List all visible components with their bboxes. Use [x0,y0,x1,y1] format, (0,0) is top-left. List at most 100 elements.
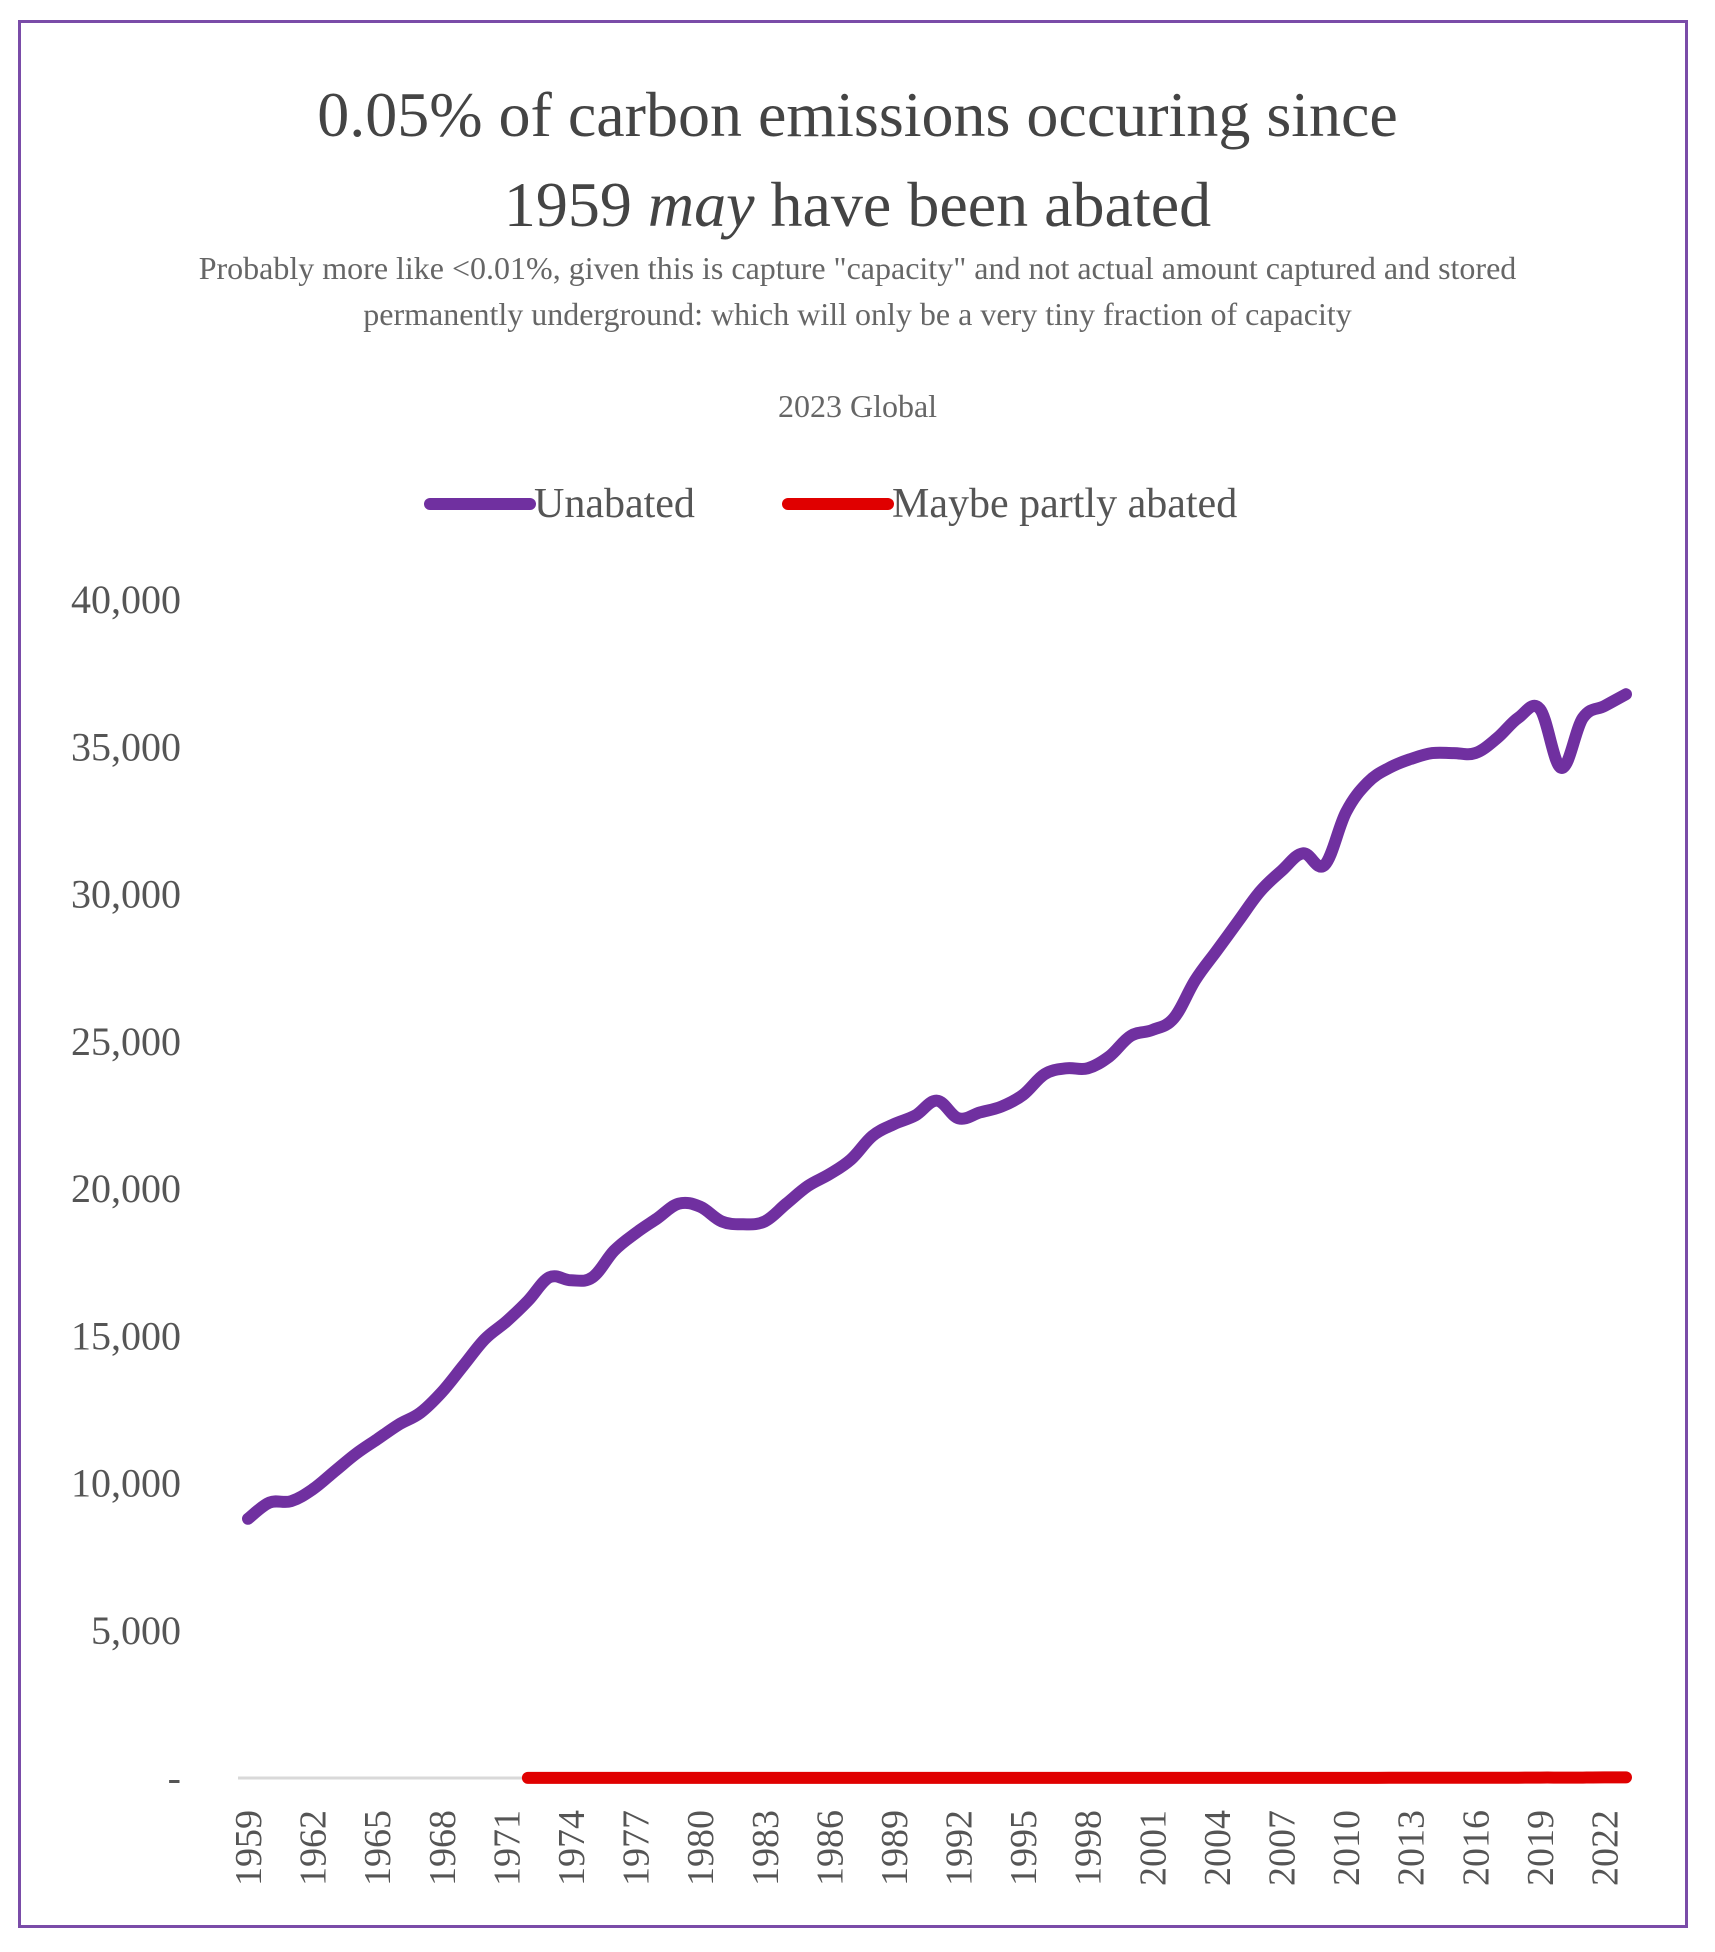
chart-title: 0.05% of carbon emissions occuring since… [0,70,1715,250]
data-point [1044,1777,1045,1778]
data-point [915,1115,916,1116]
y-tick-label: 15,000 [71,1313,181,1358]
data-point [1216,950,1217,951]
x-tick-label: 1989 [874,1810,916,1886]
x-tick-label: 1959 [228,1810,270,1886]
data-point [291,1501,292,1502]
data-point [441,1392,442,1393]
data-point [463,1365,464,1366]
y-tick-label: 5,000 [91,1608,181,1653]
data-point [1539,709,1540,710]
data-point [721,1777,722,1778]
x-tick-label: 1980 [680,1810,722,1886]
data-point [958,1118,959,1119]
legend-label: Maybe partly abated [892,481,1237,527]
x-tick-label: 2016 [1455,1810,1497,1886]
data-point [1604,1777,1605,1778]
chart-series [242,688,1632,1784]
x-tick-label: 2004 [1197,1810,1239,1886]
data-point [355,1454,356,1455]
x-tick-label: 1995 [1003,1810,1045,1886]
data-point [678,1777,679,1778]
data-point [1561,767,1562,768]
legend-label: Unabated [534,481,695,527]
data-point [700,1206,701,1207]
data-point [1216,1777,1217,1778]
data-point [527,1777,528,1778]
data-point [1346,812,1347,813]
data-point [1389,767,1390,768]
chart-subtitle-scope: 2023 Global [777,388,938,424]
data-point [1475,753,1476,754]
data-point [549,1277,550,1278]
data-point [980,1112,981,1113]
data-point [1173,1777,1174,1778]
data-point [1303,853,1304,854]
x-tick-label: 1977 [616,1810,658,1886]
legend-item-maybe-partly-abated: Maybe partly abated [782,481,1237,527]
x-tick-label: 2001 [1132,1810,1174,1886]
data-point [1238,1777,1239,1778]
data-point [1152,1030,1153,1031]
data-point [915,1777,916,1778]
data-point [1152,1777,1153,1778]
y-tick-label: 30,000 [71,872,181,917]
x-tick-label: 1962 [293,1810,335,1886]
x-tick-label: 1992 [939,1810,981,1886]
data-point [1001,1106,1002,1107]
data-point [1518,717,1519,718]
series-line-maybe-partly-abated [521,1771,1632,1784]
data-point [635,1233,636,1234]
data-point [829,1174,830,1175]
y-tick-label: - [168,1755,181,1800]
data-point [614,1250,615,1251]
data-point [1346,1777,1347,1778]
data-point [506,1321,507,1322]
data-point [1367,1777,1368,1778]
x-tick-label: 1968 [422,1810,464,1886]
data-point [1195,979,1196,980]
data-point [1324,865,1325,866]
data-point [980,1777,981,1778]
data-point [269,1502,270,1503]
data-point [1109,1056,1110,1057]
chart-title-emphasis: may [647,169,755,240]
data-point [1518,1777,1519,1778]
data-point [1582,1777,1583,1778]
data-point [1195,1777,1196,1778]
data-point [571,1777,572,1778]
data-point [1066,1068,1067,1069]
data-point [1303,1777,1304,1778]
data-point [1130,1777,1131,1778]
data-point [1087,1777,1088,1778]
data-point [1281,870,1282,871]
chart-legend: Unabated Maybe partly abated [424,481,1237,527]
x-tick-label: 1965 [357,1810,399,1886]
data-point [1023,1777,1024,1778]
data-point [786,1777,787,1778]
data-point [764,1777,765,1778]
data-point [377,1439,378,1440]
data-point [1238,921,1239,922]
data-point [398,1424,399,1425]
data-point [1604,706,1605,707]
x-tick-label: 1998 [1068,1810,1110,1886]
data-point [657,1777,658,1778]
x-tick-label: 2022 [1584,1810,1626,1886]
data-point [807,1777,808,1778]
data-point [1023,1094,1024,1095]
data-point [1432,1777,1433,1778]
x-tick-label: 1974 [551,1810,593,1886]
x-axis: 1959 1962 1965 1968 1971 1974 1977 1980 1983 1986… [228,1810,1626,1886]
chart-title-line-2-start: 1959 [503,169,648,240]
data-point [484,1339,485,1340]
data-point [420,1412,421,1413]
data-point [1410,759,1411,760]
data-point [1626,694,1627,695]
chart-subtitle: Probably more like <0.01%, given this is… [198,250,1517,332]
data-point [743,1777,744,1778]
data-point [678,1203,679,1204]
data-point [1130,1035,1131,1036]
data-point [1453,1777,1454,1778]
y-tick-label: 25,000 [71,1019,181,1064]
